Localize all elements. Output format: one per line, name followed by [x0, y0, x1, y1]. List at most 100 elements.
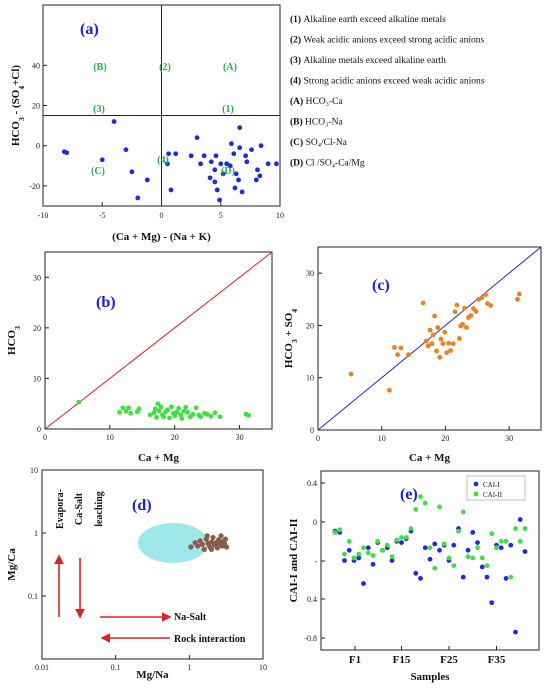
e-cai1-point: [479, 564, 485, 570]
d-data-point: [216, 539, 222, 545]
e-cai1-point: [418, 576, 423, 581]
e-cai2-point: [427, 545, 433, 551]
a-data-point: [129, 169, 135, 175]
e-cai2-point: [365, 550, 371, 556]
e-y-axis-label: CAI-I and CAI-II: [288, 519, 300, 603]
b-xtick-label: 10: [106, 433, 114, 442]
b-xtick-label: 20: [171, 433, 179, 442]
e-cai1-point: [460, 574, 466, 580]
a-data-point: [213, 153, 219, 159]
a-data-point: [144, 177, 150, 183]
e-cai1-point: [346, 547, 352, 553]
a-data-point: [217, 197, 222, 203]
e-cai2-point: [394, 537, 400, 543]
b-xtick-label: 0: [43, 433, 47, 442]
c-xtick-label: 10: [378, 434, 386, 443]
a-data-point: [236, 177, 241, 183]
a-zone-label: (3): [93, 104, 105, 115]
a-data-point: [232, 185, 238, 191]
b-data-point: [167, 415, 172, 421]
c-data-point: [516, 291, 522, 297]
b-data-point: [181, 408, 187, 414]
e-cai1-point: [361, 581, 366, 586]
c-data-point: [468, 313, 474, 318]
a-data-point: [233, 171, 239, 177]
b-x-axis-label: Ca + Mg: [138, 452, 180, 464]
e-cai2-point: [408, 526, 414, 531]
c-panel-label: (c): [372, 277, 390, 294]
a-data-point: [220, 171, 226, 177]
a-zone-label: (4): [157, 155, 169, 166]
e-cai1-point: [432, 541, 438, 547]
a-data-point: [229, 141, 234, 147]
e-cai1-point: [451, 542, 457, 548]
c-data-point: [395, 352, 401, 358]
d-xtick-label: 1: [187, 663, 191, 672]
c-data-point: [462, 305, 467, 311]
e-cai2-point: [446, 555, 452, 561]
e-ytick-label: -: [314, 557, 317, 566]
a-legend-entry: (D) Cl /SO₄-Ca/Mg: [290, 158, 365, 169]
e-cai1-point: [517, 517, 523, 522]
d-data-point: [195, 543, 201, 549]
c-data-point: [425, 343, 431, 349]
a-data-point: [239, 189, 245, 195]
a-ytick-label: -20: [29, 182, 40, 191]
d-xtick-label: 0.1: [111, 663, 121, 672]
c-data-point: [437, 354, 443, 360]
d-data-point: [199, 541, 205, 547]
e-cai2-point: [484, 563, 490, 569]
c-data-point: [488, 303, 494, 308]
c-data-point: [348, 371, 354, 377]
e-legend-marker: [473, 481, 479, 487]
d-annotation-evaporation: Evapora-: [55, 489, 66, 529]
e-cai2-point: [451, 563, 457, 569]
e-cai2-point: [517, 538, 523, 544]
e-ytick-label: 0.4: [307, 479, 317, 488]
b-ytick-label: 30: [33, 273, 41, 282]
b-y-axis-label: HCO3: [6, 326, 22, 355]
b-data-point: [190, 411, 196, 417]
e-cai2-point: [370, 552, 376, 558]
a-x-axis-label: (Ca + Mg) - (Na + K): [112, 231, 211, 243]
a-data-point: [231, 151, 237, 157]
e-cai2-point: [508, 574, 514, 580]
a-legend-entry: (3) Alkaline metals exceed alkaline eart…: [290, 55, 446, 66]
b-data-point: [154, 414, 159, 420]
b-reference-line: [44, 251, 273, 430]
a-panel-label: (a): [80, 21, 99, 38]
a-data-point: [212, 167, 218, 173]
e-cai2-point: [399, 535, 404, 540]
c-data-point: [515, 296, 520, 302]
e-cai1-point: [342, 558, 347, 563]
e-cai1-point: [389, 558, 395, 563]
d-panel-label: (d): [132, 497, 152, 514]
b-xtick-label: 30: [236, 433, 244, 442]
e-cai2-point: [332, 529, 338, 535]
e-cai1-point: [437, 547, 442, 553]
c-data-point: [464, 325, 469, 330]
a-data-point: [99, 157, 105, 163]
e-cai2-point: [432, 565, 438, 571]
e-panel-label: (e): [400, 486, 418, 503]
c-xtick-label: 0: [316, 434, 320, 443]
c-ytick-label: 30: [306, 269, 314, 278]
e-cai1-point: [475, 540, 480, 545]
e-cai2-point: [470, 555, 476, 561]
c-y-axis-label: HCO3 + SO4: [283, 309, 299, 368]
c-data-point: [434, 348, 439, 354]
a-data-point: [201, 153, 207, 159]
d-cluster-ellipse: [138, 523, 208, 563]
a-xtick-label: -5: [99, 211, 106, 220]
e-legend-label: CAI-I: [483, 481, 500, 489]
e-cai2-point: [380, 547, 385, 553]
e-cai2-point: [441, 541, 447, 547]
a-data-point: [173, 151, 179, 157]
b-data-point: [120, 405, 126, 411]
c-ytick-label: 10: [306, 374, 314, 383]
b-data-point: [151, 410, 157, 416]
b-data-point: [123, 408, 129, 414]
e-cai2-point: [475, 545, 480, 551]
c-ytick-label: 0: [310, 426, 314, 435]
